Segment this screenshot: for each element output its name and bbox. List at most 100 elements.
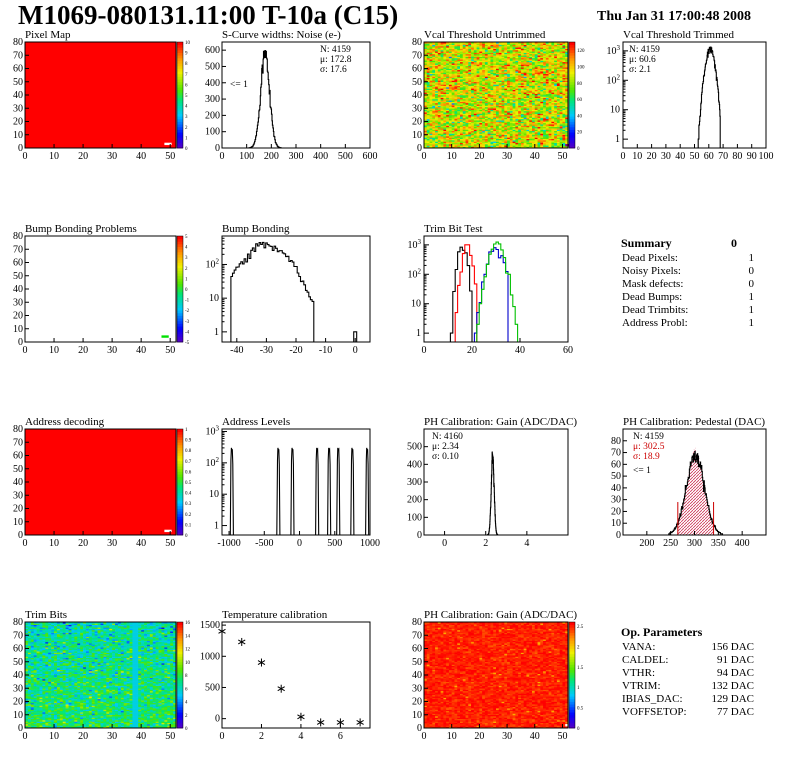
heatmap-cell [487, 44, 491, 47]
heatmap-cell [457, 68, 461, 71]
heatmap-cell [534, 92, 538, 94]
heatmap-cell [540, 52, 544, 55]
heatmap-cell [443, 49, 447, 52]
heatmap-cell [437, 45, 441, 48]
heatmap-cell [424, 91, 428, 93]
heatmap-cell [460, 120, 464, 122]
heatmap-cell [534, 79, 538, 81]
heatmap-cell [471, 65, 475, 68]
heatmap-cell [523, 76, 527, 79]
heatmap-cell [432, 126, 436, 129]
heatmap-cell [545, 91, 549, 93]
heatmap-cell [479, 44, 483, 47]
heatmap-cell [504, 146, 508, 149]
heatmap-cell [487, 146, 491, 149]
heatmap-cell [498, 61, 502, 64]
heatmap-cell [543, 88, 547, 91]
heatmap-cell [518, 140, 522, 142]
heatmap-cell [479, 69, 483, 72]
colorbar-segment [569, 47, 575, 51]
heatmap-cell [523, 121, 527, 124]
heatmap-cell [545, 42, 549, 44]
heatmap-cell [529, 121, 533, 124]
heatmap-cell [473, 140, 477, 142]
heatmap-cell [457, 122, 461, 125]
heatmap-cell [484, 106, 488, 109]
heatmap-cell [426, 80, 430, 83]
heatmap-cell [440, 114, 444, 117]
heatmap-cell [454, 67, 458, 69]
heatmap-cell [426, 125, 430, 128]
heatmap-cell [484, 80, 488, 83]
heatmap-cell [509, 65, 513, 68]
y-tick-exponent: 2 [216, 456, 220, 464]
heatmap-cell [540, 118, 544, 121]
heatmap-cell [512, 80, 516, 83]
heatmap-cell [504, 144, 508, 146]
heatmap-cell [490, 101, 494, 104]
heatmap-cell [454, 120, 458, 122]
heatmap-cell [529, 138, 533, 141]
heatmap-cell [426, 92, 430, 94]
heatmap-cell [545, 84, 549, 87]
heatmap-cell [507, 113, 511, 116]
colorbar-segment [177, 238, 183, 242]
heatmap-cell [501, 68, 505, 71]
heatmap-cell [507, 92, 511, 94]
heatmap-cell [473, 114, 477, 117]
heatmap-cell [443, 144, 447, 146]
heatmap-cell [451, 98, 455, 101]
heatmap-cell [426, 113, 430, 116]
heatmap-cell [429, 93, 433, 96]
heatmap-cell [465, 87, 469, 89]
heatmap-cell [473, 65, 477, 68]
heatmap-cell [518, 45, 522, 48]
heatmap-cell [473, 89, 477, 92]
heatmap-cell [462, 61, 466, 64]
heatmap-cell [537, 110, 541, 113]
heatmap-cell [543, 55, 547, 57]
heatmap-cell [493, 73, 497, 76]
heatmap-cell [526, 142, 530, 145]
heatmap-cell [451, 108, 455, 110]
heatmap-cell [426, 56, 430, 59]
heatmap-cell [529, 68, 533, 71]
heatmap-cell [443, 77, 447, 80]
heatmap-cell [424, 44, 428, 47]
heatmap-cell [548, 112, 552, 114]
heatmap-cell [471, 146, 475, 149]
heatmap-cell [440, 84, 444, 87]
heatmap-cell [537, 68, 541, 71]
heatmap-cell [532, 56, 536, 59]
heatmap-cell [440, 85, 444, 88]
heatmap-cell [440, 137, 444, 140]
heatmap-cell [451, 89, 455, 92]
heatmap-cell [493, 48, 497, 51]
heatmap-cell [484, 125, 488, 128]
heatmap-cell [540, 47, 544, 49]
heatmap-cell [504, 125, 508, 128]
heatmap-cell [446, 59, 450, 61]
heatmap-cell [471, 126, 475, 129]
heatmap-cell [446, 67, 450, 69]
heatmap-cell [507, 85, 511, 88]
heatmap-cell [543, 96, 547, 98]
colorbar-tick-label: 0.8 [185, 449, 192, 454]
colorbar-segment [569, 140, 575, 144]
heatmap-cell [487, 132, 491, 134]
heatmap-cell [523, 124, 527, 126]
heatmap-cell [520, 132, 524, 134]
colorbar-segment [177, 79, 183, 83]
heatmap-cell [451, 87, 455, 89]
heatmap-cell [426, 55, 430, 57]
heatmap-cell [443, 138, 447, 141]
heatmap-cell [490, 146, 494, 149]
heatmap-cell [490, 110, 494, 113]
heatmap-cell [429, 133, 433, 136]
heatmap-cell [437, 98, 441, 101]
heatmap-cell [501, 128, 505, 130]
heatmap-cell [501, 132, 505, 134]
heatmap-cell [476, 87, 480, 89]
heatmap-cell [490, 55, 494, 57]
heatmap-cell [496, 140, 500, 142]
